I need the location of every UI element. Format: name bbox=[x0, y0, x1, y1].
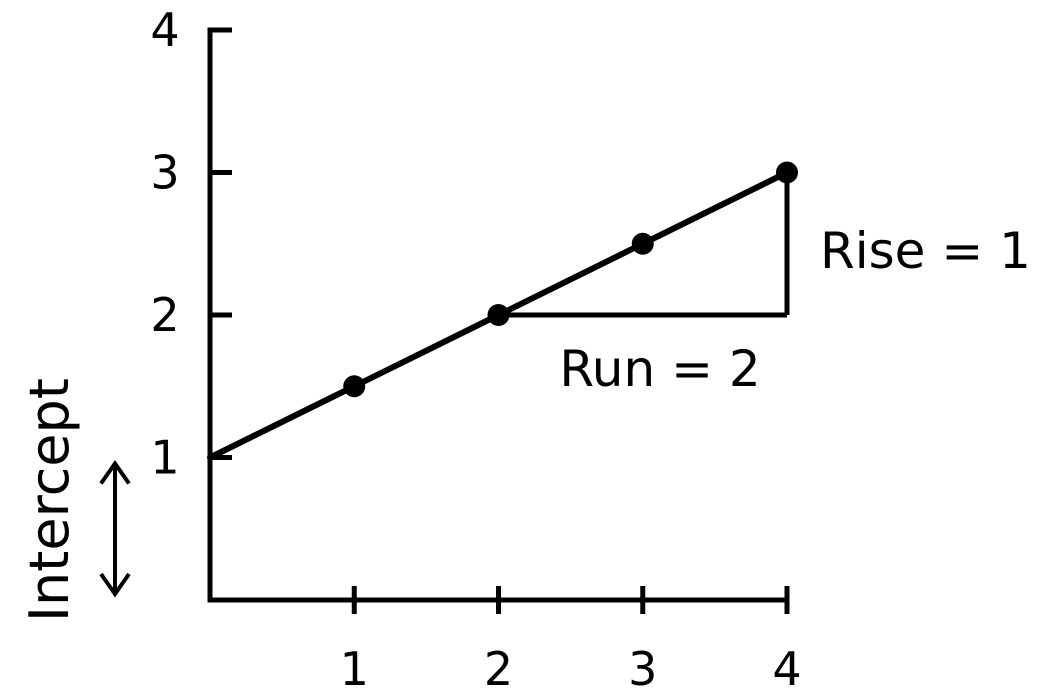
intercept-arrow-head-top bbox=[99, 460, 131, 485]
x-tick-label: 3 bbox=[628, 642, 657, 695]
y-axis-label: Intercept bbox=[18, 378, 81, 622]
y-tick-label: 4 bbox=[150, 3, 179, 57]
y-tick-label: 1 bbox=[150, 431, 179, 485]
x-tick-label: 2 bbox=[484, 642, 513, 695]
y-tick-label: 2 bbox=[150, 288, 179, 342]
run-label: Run = 2 bbox=[559, 340, 760, 398]
annotations: Run = 2 Rise = 1 Intercept bbox=[18, 172, 1031, 622]
series bbox=[207, 161, 798, 461]
data-point bbox=[343, 375, 366, 398]
rise-label: Rise = 1 bbox=[820, 222, 1031, 280]
intercept-arrow-head-bottom bbox=[99, 572, 131, 598]
data-point bbox=[631, 232, 654, 255]
y-tick-label: 3 bbox=[150, 146, 179, 200]
tick-labels: 1 2 3 4 1 2 3 4 bbox=[150, 3, 801, 695]
x-tick-label: 1 bbox=[340, 642, 369, 695]
x-tick-label: 4 bbox=[772, 642, 801, 695]
